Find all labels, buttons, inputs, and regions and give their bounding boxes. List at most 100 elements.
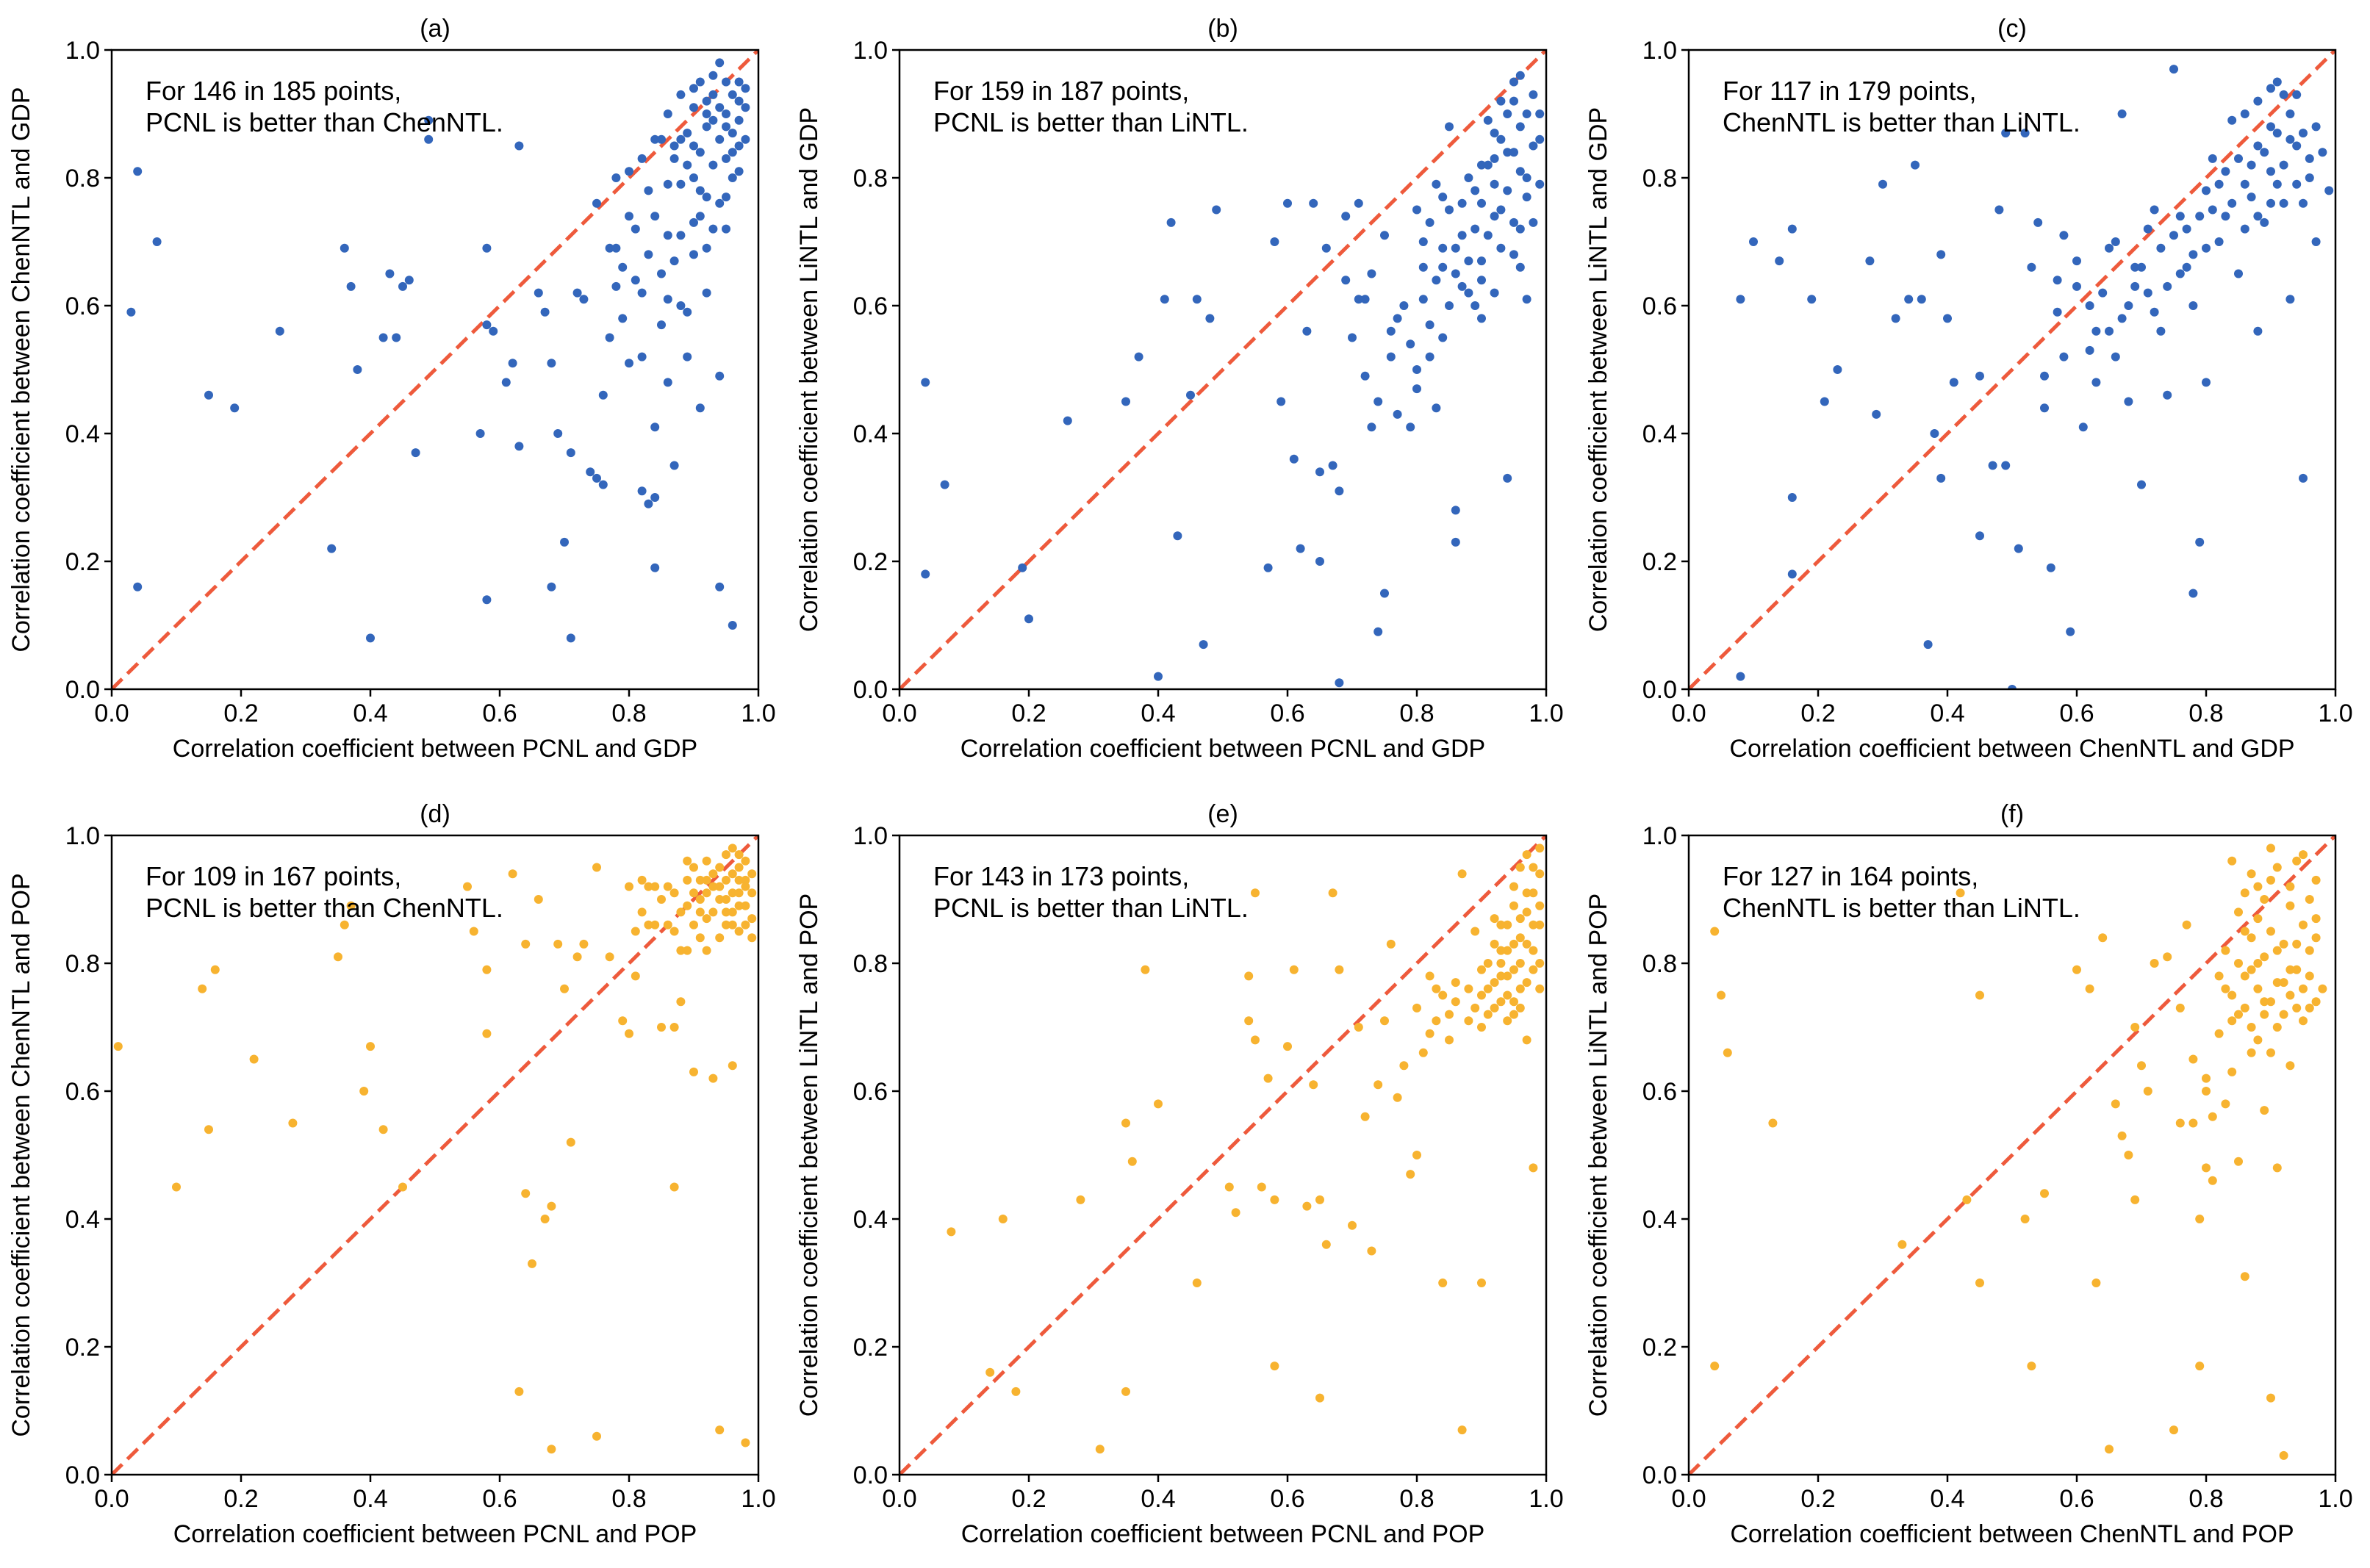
data-point	[1432, 276, 1441, 285]
reference-line	[899, 50, 1546, 689]
data-point	[1522, 109, 1531, 118]
data-point	[708, 90, 718, 99]
data-point	[1483, 959, 1493, 968]
data-point	[2117, 1131, 2127, 1140]
data-point	[2299, 473, 2308, 483]
data-point	[1173, 531, 1182, 541]
data-point	[2311, 997, 2321, 1007]
data-point	[540, 307, 550, 317]
data-point	[2266, 122, 2275, 132]
data-point	[1425, 320, 1434, 330]
data-point	[1749, 237, 1758, 246]
data-point	[1471, 186, 1480, 195]
data-point	[998, 1215, 1008, 1223]
data-point	[1076, 1195, 1085, 1204]
data-point	[2072, 965, 2081, 974]
data-point	[1205, 314, 1215, 323]
data-point	[2227, 115, 2237, 125]
data-point	[1522, 295, 1531, 304]
y-tick-label: 0.2	[1642, 1334, 1677, 1362]
data-point	[579, 939, 589, 949]
data-point	[637, 154, 647, 163]
data-point	[1445, 301, 1454, 310]
data-point	[366, 1042, 375, 1051]
data-point	[2163, 281, 2172, 291]
x-tick-label: 0.6	[1270, 700, 1304, 727]
data-point	[1515, 1003, 1525, 1013]
data-point	[2272, 77, 2282, 87]
data-point	[1457, 869, 1467, 879]
data-point	[1438, 333, 1448, 342]
data-point	[702, 96, 711, 106]
y-tick-label: 1.0	[65, 37, 100, 65]
data-point	[2253, 212, 2263, 221]
axes-frame	[898, 48, 1548, 691]
data-point	[1425, 217, 1434, 227]
data-point	[2253, 959, 2263, 968]
data-point	[708, 115, 718, 125]
data-point	[1315, 557, 1324, 566]
data-point	[1710, 1362, 1720, 1371]
data-point	[353, 365, 362, 374]
data-point	[695, 148, 705, 157]
y-axis-label: Correlation coefficient between LiNTL an…	[1584, 893, 1612, 1417]
data-point	[2040, 1189, 2049, 1198]
data-point	[663, 179, 672, 189]
panel-title: (f)	[2000, 800, 2024, 828]
data-point	[2253, 96, 2263, 106]
data-point	[204, 390, 213, 400]
data-point	[1943, 314, 1952, 323]
data-point	[1141, 965, 1150, 974]
data-point	[625, 359, 633, 368]
data-point	[1451, 269, 1460, 278]
data-point	[592, 473, 601, 483]
reference-line	[1689, 835, 2335, 1475]
data-point	[2266, 844, 2275, 853]
data-point	[521, 939, 531, 949]
data-point	[1477, 990, 1486, 1000]
data-point	[1911, 160, 1920, 170]
data-point	[2285, 901, 2295, 910]
data-point	[1496, 946, 1506, 955]
data-point	[482, 965, 492, 974]
data-point	[1522, 907, 1531, 917]
data-point	[2292, 90, 2302, 99]
data-point	[1509, 217, 1518, 227]
data-point	[1535, 179, 1545, 189]
data-point	[1438, 243, 1448, 253]
x-tick-label: 0.6	[1270, 1485, 1304, 1513]
y-tick-label: 0.4	[1642, 1206, 1677, 1234]
data-point	[1529, 863, 1538, 872]
data-point	[715, 1425, 725, 1435]
data-point	[921, 569, 930, 579]
y-tick-label: 0.6	[65, 292, 100, 320]
x-tick-label: 0.4	[1930, 700, 1964, 727]
data-point	[2247, 1023, 2256, 1032]
data-point	[741, 134, 750, 144]
data-point	[2143, 224, 2152, 234]
data-point	[2188, 1118, 2198, 1128]
data-point	[1412, 365, 1421, 374]
data-point	[1515, 984, 1525, 993]
data-point	[2266, 927, 2275, 936]
data-point	[560, 984, 569, 993]
data-point	[501, 378, 511, 387]
data-point	[1515, 224, 1525, 234]
data-point	[715, 882, 725, 891]
data-point	[715, 103, 725, 112]
data-point	[1354, 198, 1363, 208]
data-point	[2221, 212, 2230, 221]
data-point	[1496, 134, 1506, 144]
axes-frame	[110, 834, 760, 1476]
data-point	[722, 193, 730, 202]
data-point	[1509, 1010, 1518, 1019]
data-point	[1490, 978, 1499, 988]
data-point	[1244, 1016, 1254, 1026]
data-point	[2234, 154, 2243, 163]
data-point	[2214, 179, 2224, 189]
data-point	[657, 320, 666, 330]
data-point	[741, 856, 750, 866]
data-point	[1535, 901, 1545, 910]
data-point	[521, 1189, 531, 1198]
data-point	[683, 352, 692, 362]
